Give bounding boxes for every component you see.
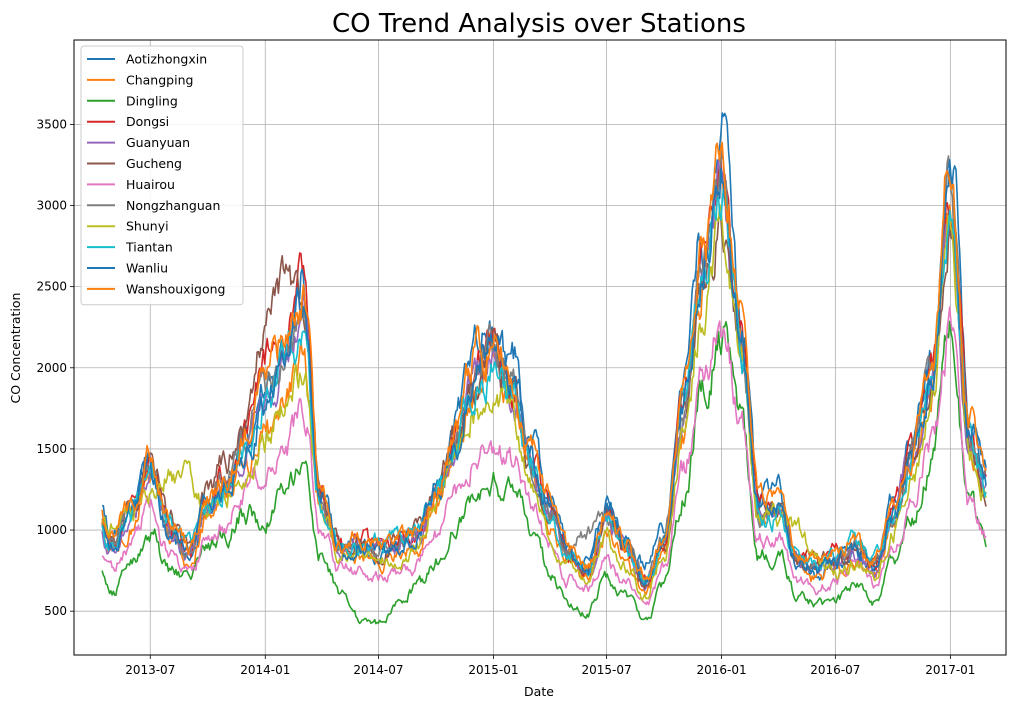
series-line — [101, 141, 987, 581]
x-tick-label: 2014-01 — [240, 663, 290, 677]
y-tick-label: 2500 — [36, 280, 67, 294]
legend: Aotizhongxin Changping Dingling Dongsi Guany… — [80, 45, 244, 306]
series-line — [101, 203, 987, 602]
series-line — [101, 159, 987, 586]
legend-box — [80, 45, 244, 306]
x-tick-label: 2016-01 — [697, 663, 747, 677]
x-tick-label: 2017-01 — [925, 663, 975, 677]
legend-label: Tiantan — [125, 240, 173, 255]
y-tick-label: 2000 — [36, 361, 67, 375]
y-axis-label: CO Concentration — [8, 293, 23, 404]
legend-label: Huairou — [126, 177, 175, 192]
y-tick-label: 500 — [44, 604, 67, 618]
x-tick-label: 2014-07 — [353, 663, 403, 677]
legend-label: Dongsi — [126, 114, 169, 129]
legend-label: Wanshouxigong — [126, 281, 225, 296]
series-lines — [101, 112, 987, 625]
y-tick-label: 1000 — [36, 523, 67, 537]
y-tick-label: 3500 — [36, 117, 67, 131]
y-tick-label: 3000 — [36, 199, 67, 213]
legend-label: Shunyi — [126, 219, 169, 234]
x-axis: 2013-07 2014-01 2014-07 2015-01 2015-07 2016-… — [125, 655, 975, 677]
y-tick-label: 1500 — [36, 442, 67, 456]
legend-label: Aotizhongxin — [126, 52, 207, 67]
legend-label: Wanliu — [126, 261, 168, 276]
legend-label: Changping — [126, 72, 193, 87]
chart-title: CO Trend Analysis over Stations — [332, 9, 746, 39]
legend-label: Gucheng — [126, 156, 182, 171]
x-tick-label: 2015-01 — [468, 663, 518, 677]
x-tick-label: 2015-07 — [582, 663, 632, 677]
y-axis: 500 1000 1500 2000 2500 3000 3500 — [36, 117, 74, 618]
legend-label: Guanyuan — [126, 135, 190, 150]
legend-label: Nongzhanguan — [126, 198, 220, 213]
series-line — [101, 320, 987, 625]
plot-area-frame — [73, 39, 1007, 656]
legend-label: Dingling — [126, 93, 178, 108]
x-tick-label: 2016-07 — [810, 663, 860, 677]
x-tick-label: 2013-07 — [125, 663, 175, 677]
x-axis-label: Date — [524, 684, 554, 699]
